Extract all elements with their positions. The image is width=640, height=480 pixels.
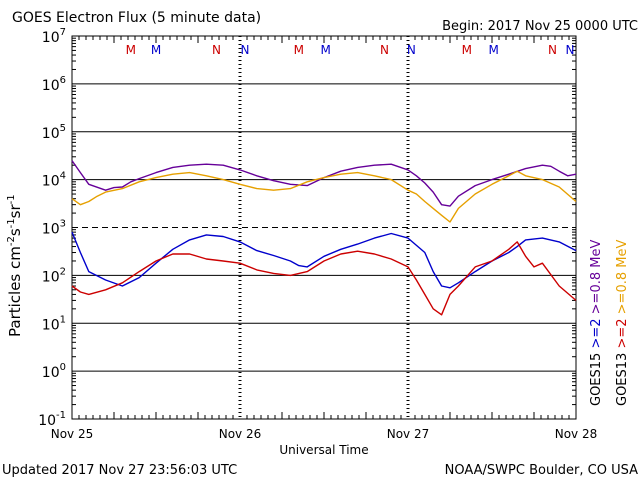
y-tick-exp: 2 bbox=[60, 266, 66, 277]
series-line bbox=[71, 160, 577, 207]
y-tick-exp: 0 bbox=[60, 362, 66, 373]
y-tick-exp: 5 bbox=[60, 123, 66, 134]
begin-date: Begin: 2017 Nov 25 0000 UTC bbox=[442, 19, 638, 34]
y-tick-label: 102 bbox=[42, 266, 66, 285]
legend-entry: >=2 bbox=[589, 318, 604, 352]
mn-marker: N bbox=[407, 43, 416, 57]
mn-marker: M bbox=[462, 43, 472, 57]
mn-marker: N bbox=[566, 43, 575, 57]
y-tick-base: 10 bbox=[42, 174, 60, 190]
mn-marker: M bbox=[294, 43, 304, 57]
y-tick-base: 10 bbox=[42, 365, 60, 381]
y-tick-label: 10-1 bbox=[38, 410, 66, 429]
y-label-exp3: -1 bbox=[6, 194, 17, 204]
y-tick-label: 100 bbox=[42, 362, 66, 381]
y-tick-exp: -1 bbox=[56, 410, 66, 421]
series-line bbox=[71, 170, 577, 223]
y-tick-label: 101 bbox=[42, 314, 66, 333]
y-tick-base: 10 bbox=[42, 222, 60, 238]
y-tick-label: 107 bbox=[42, 27, 66, 46]
mn-marker: M bbox=[126, 43, 136, 57]
legend-column: GOES13 >=2 >=0.8 MeV bbox=[615, 240, 630, 406]
y-tick-base: 10 bbox=[42, 269, 60, 285]
y-tick-base: 10 bbox=[42, 78, 60, 94]
y-tick-label: 105 bbox=[42, 123, 66, 142]
y-label-s: s bbox=[6, 228, 24, 236]
y-tick-exp: 7 bbox=[60, 27, 66, 38]
y-tick-base: 10 bbox=[42, 317, 60, 333]
x-tick-label: Nov 26 bbox=[219, 427, 262, 441]
mn-marker: N bbox=[548, 43, 557, 57]
mn-marker: N bbox=[380, 43, 389, 57]
y-tick-exp: 1 bbox=[60, 314, 66, 325]
legend-entry: GOES13 bbox=[615, 353, 630, 406]
y-tick-base: 10 bbox=[42, 126, 60, 142]
credit: NOAA/SWPC Boulder, CO USA bbox=[445, 463, 638, 478]
series-line bbox=[71, 231, 577, 289]
series-lines bbox=[71, 160, 577, 316]
updated-timestamp: Updated 2017 Nov 27 23:56:03 UTC bbox=[2, 463, 237, 478]
y-label-exp2: -1 bbox=[6, 218, 17, 228]
y-tick-label: 104 bbox=[42, 171, 66, 190]
y-tick-exp: 6 bbox=[60, 75, 66, 86]
x-tick-label: Nov 25 bbox=[51, 427, 94, 441]
x-axis-ticks: Nov 25 Nov 26 Nov 27 Nov 28 bbox=[51, 36, 598, 441]
grid-lines bbox=[72, 83, 576, 372]
y-tick-base: 10 bbox=[42, 30, 60, 46]
legend-entry: >=2 bbox=[615, 318, 630, 352]
series-line bbox=[71, 241, 577, 316]
mn-marker: M bbox=[151, 43, 161, 57]
mn-marker: N bbox=[241, 43, 250, 57]
x-tick-label: Nov 28 bbox=[555, 427, 598, 441]
mn-marker: N bbox=[212, 43, 221, 57]
mn-marker: M bbox=[321, 43, 331, 57]
y-tick-label: 103 bbox=[42, 219, 66, 238]
y-label-main: Particles cm bbox=[6, 246, 24, 337]
y-tick-base: 10 bbox=[38, 413, 56, 429]
chart-title: GOES Electron Flux (5 minute data) bbox=[12, 10, 261, 26]
x-axis-label: Universal Time bbox=[279, 443, 368, 457]
y-label-exp1: -2 bbox=[6, 236, 17, 246]
mn-marker: M bbox=[489, 43, 499, 57]
y-label-sr: sr bbox=[6, 204, 24, 219]
y-axis-label: Particles cm-2s-1sr-1 bbox=[6, 194, 24, 337]
legend-entry: >=0.8 MeV bbox=[615, 240, 630, 319]
legend-entry: GOES15 bbox=[589, 353, 604, 406]
legend-entry: >=0.8 MeV bbox=[589, 240, 604, 319]
legend-column: GOES15 >=2 >=0.8 MeV bbox=[589, 240, 604, 406]
y-tick-exp: 3 bbox=[60, 219, 66, 230]
y-tick-exp: 4 bbox=[60, 171, 66, 182]
y-tick-label: 106 bbox=[42, 75, 66, 94]
x-tick-label: Nov 27 bbox=[387, 427, 430, 441]
